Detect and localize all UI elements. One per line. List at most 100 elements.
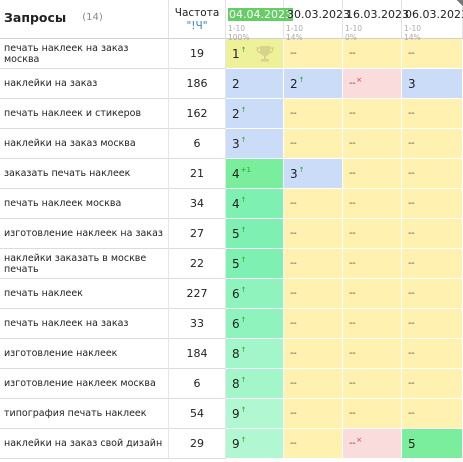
position-cell[interactable]: 3 ↑ [226,0,463,159]
position-cell[interactable]: -- [402,369,463,399]
position-cell[interactable]: 5 ↑ [226,0,463,279]
frequency-mode-link[interactable]: "!Ч" [186,20,208,32]
frequency-cell: 162 [169,99,226,129]
position-cell[interactable]: 6 ↑ [226,0,463,339]
position-cell[interactable]: -- [402,159,463,189]
position-cell[interactable]: 5 [402,429,463,459]
query-cell[interactable]: изготовление наклеек москва [0,369,169,399]
query-cell[interactable]: заказать печать наклеек [0,159,169,189]
position-value: -- [349,48,356,59]
query-cell[interactable]: изготовление наклеек [0,339,169,369]
position-cell[interactable]: -- [402,219,463,249]
date-header[interactable]: 04.04.2023 1-10 100% [226,0,293,42]
position-cell[interactable]: 4 +1 [226,159,284,189]
query-cell[interactable]: печать наклеек и стикеров [0,99,169,129]
position-cell[interactable]: -- [284,189,343,219]
position-cell[interactable]: -- [402,399,463,429]
position-cell[interactable]: 4 ↑ [226,0,463,219]
position-cell[interactable]: -- [343,99,402,129]
date-label: 06.03.2023 [405,8,463,21]
position-cell[interactable]: -- [284,399,343,429]
frequency-cell: 54 [169,399,226,429]
position-value: -- [408,318,415,329]
queries-header[interactable]: Запросы (14) [0,0,169,39]
position-cell[interactable]: -- [284,99,343,129]
position-cell[interactable]: 5 ↑ [226,0,463,249]
position-cell[interactable]: 6 ↑ [226,0,463,309]
position-cell[interactable]: 3 [402,69,463,99]
position-up-icon: ↑ [240,285,247,294]
position-cell[interactable]: 2 [226,69,284,99]
position-cell[interactable]: -- [343,129,402,159]
date-label: 16.03.2023 [346,8,409,21]
position-up-icon: ↑ [240,315,247,324]
position-cell[interactable]: 2 ↑ [284,0,463,99]
query-cell[interactable]: изготовление наклеек на заказ [0,219,169,249]
position-cell[interactable]: -- [343,309,402,339]
date-header[interactable]: 30.03.2023 1-10 14% [284,0,350,42]
query-cell[interactable]: типография печать наклеек [0,399,169,429]
position-cell[interactable]: 8 ↑ [226,0,463,399]
position-cell[interactable]: 9 ↑ [226,0,463,429]
query-cell[interactable]: наклейки на заказ москва [0,129,169,159]
position-cell[interactable]: -- [343,279,402,309]
position-cell[interactable]: -- [284,309,343,339]
position-cell[interactable]: -- [284,39,343,69]
query-cell[interactable]: печать наклеек на заказ москва [0,39,169,69]
position-value: -- [290,48,297,59]
frequency-cell: 22 [169,249,226,279]
position-value: 8 [232,376,240,391]
position-cell[interactable]: -- [402,279,463,309]
position-value: -- [408,168,415,179]
position-value: -- [290,198,297,209]
position-cell[interactable]: -- [284,429,343,459]
position-value: 2 [290,76,298,91]
position-cell[interactable]: 3 ↑ [284,0,463,189]
position-cell[interactable]: 9 ↑ [226,0,463,459]
position-cell[interactable]: -- [343,249,402,279]
position-cell[interactable]: -- [284,129,343,159]
position-value: -- [349,378,356,389]
position-cell[interactable]: -- × [343,0,463,99]
position-cell[interactable]: -- [402,339,463,369]
position-cell[interactable]: -- [284,219,343,249]
frequency-cell: 33 [169,309,226,339]
position-cell[interactable]: -- [284,279,343,309]
position-cell[interactable]: -- [343,39,402,69]
query-cell[interactable]: печать наклеек москва [0,189,169,219]
position-cell[interactable]: -- [343,399,402,429]
date-header[interactable]: 06.03.2023 1-10 14% [402,0,463,42]
position-cell[interactable]: 1 ↑ [226,39,284,69]
position-cell[interactable]: -- [343,339,402,369]
position-cell[interactable]: -- [284,249,343,279]
frequency-cell: 21 [169,159,226,189]
position-cell[interactable]: -- [402,99,463,129]
query-cell[interactable]: печать наклеек на заказ [0,309,169,339]
position-cell[interactable]: 2 ↑ [226,99,284,129]
position-cell[interactable]: -- [402,309,463,339]
position-cell[interactable]: -- [284,339,343,369]
position-value: -- [408,198,415,209]
frequency-header[interactable]: Частота "!Ч" [169,0,226,39]
position-cell[interactable]: -- [402,249,463,279]
position-value: 4 [232,166,240,181]
position-cell[interactable]: -- [343,0,463,189]
query-cell[interactable]: наклейки на заказ свой дизайн [0,429,169,459]
position-cell[interactable]: -- [284,369,343,399]
position-cell[interactable]: -- [402,39,463,69]
position-cell[interactable]: -- [402,189,463,219]
position-value: 9 [232,406,240,421]
date-header[interactable]: 16.03.2023 1-10 0% [343,0,409,42]
position-cell[interactable]: -- × [343,0,463,459]
position-value: 3 [408,76,416,91]
position-cell[interactable]: -- [343,369,402,399]
query-cell[interactable]: печать наклеек [0,279,169,309]
query-cell[interactable]: наклейки заказать в москве печать [0,249,169,279]
query-cell[interactable]: наклейки на заказ [0,69,169,99]
position-cell[interactable]: -- [343,219,402,249]
position-cell[interactable]: -- [402,129,463,159]
position-cell[interactable]: 8 ↑ [226,0,463,369]
position-value: -- [349,318,356,329]
position-cell[interactable]: -- [343,189,402,219]
